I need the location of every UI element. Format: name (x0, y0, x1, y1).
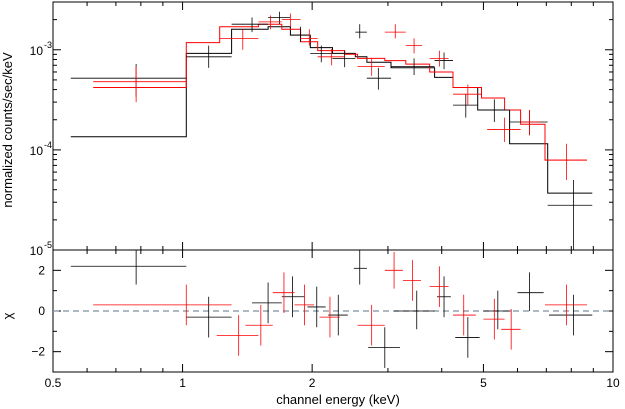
residual-data-point-0 (394, 290, 435, 330)
residual-data-point-1 (319, 296, 340, 338)
spectrum-data-point-0 (268, 11, 291, 25)
spectrum-data-point-0 (453, 94, 478, 118)
spectrum-frame (52, 1, 614, 251)
y-tick-label: 10 (30, 144, 44, 158)
residual-panel: 0.5 1 2 5 10 −2 0 2 (31, 249, 620, 390)
x-axis-label: channel energy (keV) (276, 392, 400, 407)
spectrum-data-point-1 (487, 117, 521, 142)
y-tick-label: 10 (30, 44, 44, 58)
residual-data-point-0 (353, 250, 367, 285)
residual-data-point-0 (281, 276, 305, 318)
model-step-line-1 (93, 23, 587, 161)
y-tick-exponent: -4 (44, 140, 52, 150)
spectrum-data-point-1 (93, 66, 187, 103)
spectrum-data-point-0 (310, 45, 333, 63)
y-tick-label: 10 (30, 244, 44, 258)
spectrum-data-point-1 (453, 84, 482, 106)
spectrum-data-point-0 (355, 24, 367, 39)
x-tick-label: 1 (179, 376, 186, 390)
residual-data-point-0 (328, 294, 348, 336)
spectrum-data-point-0 (332, 50, 356, 68)
x-tick-label: 10 (606, 376, 620, 390)
x-tick-label: 5 (480, 376, 487, 390)
spectrum-data-point-1 (219, 29, 259, 50)
residual-data-point-0 (186, 296, 232, 338)
residual-y-tick-label: −2 (31, 345, 45, 359)
residual-data-point-1 (294, 284, 315, 326)
residual-y-tick-label: 2 (38, 263, 45, 277)
residual-data-point-1 (402, 260, 421, 301)
y-tick-exponent: -3 (44, 40, 52, 50)
spectrum-data-point-1 (520, 110, 540, 136)
spectrum-data-point-0 (231, 17, 269, 33)
residual-data-point-0 (548, 294, 593, 336)
residual-data-point-0 (307, 286, 326, 328)
spectrum-data-point-1 (405, 38, 423, 54)
x-tick-label: 0.5 (45, 376, 62, 390)
residual-data-point-0 (368, 327, 401, 368)
spectrum-data-point-0 (186, 45, 232, 68)
residual-data-point-1 (216, 315, 259, 356)
spectrum-data-point-1 (384, 24, 406, 39)
x-tick-label: 2 (309, 376, 316, 390)
residual-data-point-1 (501, 308, 521, 350)
spectrum-data-point-0 (434, 52, 454, 70)
residual-data-point-0 (483, 290, 512, 330)
spectrum-data-point-0 (70, 64, 187, 97)
residual-data-point-1 (544, 284, 587, 326)
residual-y-tick-label: 0 (38, 304, 45, 318)
y-tick-exponent: -5 (44, 240, 52, 250)
spectrum-data-point-0 (366, 67, 392, 90)
y-axis-label-residuals: χ (0, 312, 15, 319)
residual-data-point-1 (429, 266, 449, 307)
spectrum-data-point-0 (547, 180, 593, 250)
spectrum-data-point-1 (258, 15, 282, 30)
spectrum-data-point-0 (477, 99, 510, 122)
spectrum-data-point-0 (509, 110, 548, 136)
residual-data-point-1 (272, 272, 295, 314)
residual-data-point-1 (357, 304, 385, 346)
spectrum-data-point-0 (290, 26, 311, 42)
spectrum-data-point-1 (300, 29, 318, 46)
spectrum-data-point-0 (391, 58, 435, 75)
residual-data-point-1 (245, 304, 273, 346)
spectrum-data-point-1 (544, 143, 587, 181)
residual-data-point-0 (252, 282, 282, 324)
residual-data-point-1 (93, 284, 232, 326)
residual-data-point-0 (455, 317, 480, 358)
spectrum-panel: 10-510-410-3 (30, 1, 614, 258)
residual-data-point-1 (483, 298, 505, 340)
residual-data-point-0 (70, 250, 187, 285)
residual-data-point-1 (453, 294, 476, 336)
spectrum-data-point-1 (429, 50, 449, 67)
residual-data-point-1 (384, 252, 403, 289)
y-axis-label-spectrum: normalized counts/sec/keV (0, 52, 15, 208)
spectrum-data-point-1 (281, 13, 301, 27)
residual-data-point-0 (517, 272, 544, 311)
spectrum-data-point-1 (317, 48, 345, 66)
spectrum-data-point-1 (357, 57, 385, 76)
